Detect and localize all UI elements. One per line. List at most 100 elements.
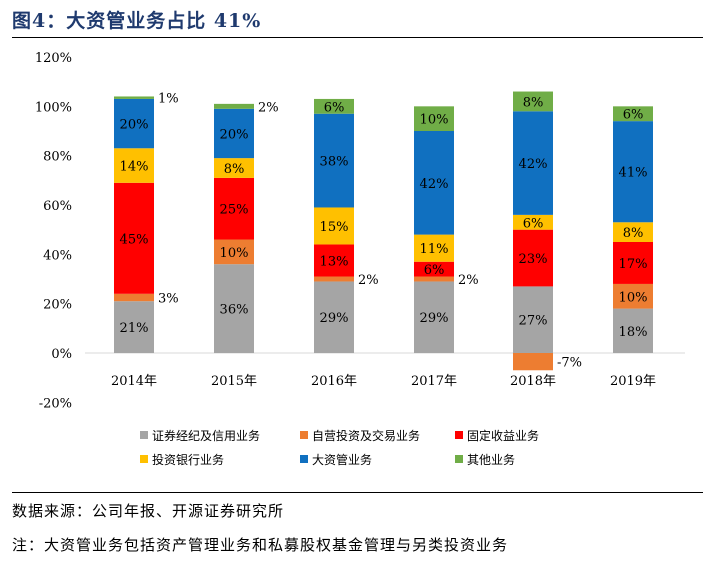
x-tick-label: 2017年 — [411, 374, 457, 389]
data-label: 20% — [220, 127, 249, 142]
x-tick-label: 2018年 — [510, 374, 556, 389]
bar-segment — [314, 113, 354, 208]
bar-segment — [114, 148, 154, 183]
data-label: 11% — [420, 242, 449, 257]
x-tick-label: 2015年 — [211, 374, 257, 389]
bar-segment — [613, 121, 653, 223]
y-tick-label: 80% — [43, 150, 72, 165]
bar-segment — [114, 96, 154, 99]
data-label: 1% — [158, 92, 179, 107]
figure-title: 图4：大资管业务占比 41% — [12, 10, 262, 32]
footnote: 注：大资管业务包括资产管理业务和私募股权基金管理与另类投资业务 — [12, 536, 509, 554]
data-label: 23% — [519, 252, 548, 267]
bar-segment — [414, 106, 454, 131]
legend-swatch — [140, 431, 148, 439]
bar-segment — [214, 158, 254, 178]
legend-label: 固定收益业务 — [467, 428, 539, 443]
legend-label: 自营投资及交易业务 — [312, 428, 420, 443]
legend-swatch — [455, 455, 463, 463]
bar-segment — [513, 286, 553, 353]
bar-segment — [314, 276, 354, 282]
data-label: 29% — [420, 311, 449, 326]
y-tick-label: 40% — [43, 248, 72, 263]
bar-segment — [613, 106, 653, 122]
data-label: 10% — [420, 113, 449, 128]
bar-segment — [314, 207, 354, 245]
legend-swatch — [300, 455, 308, 463]
data-label: 38% — [320, 155, 349, 170]
legend-swatch — [300, 431, 308, 439]
y-tick-label: 120% — [35, 51, 72, 66]
bar-segment — [513, 229, 553, 287]
data-label: 8% — [523, 95, 544, 110]
data-label: 21% — [120, 321, 149, 336]
bar-segment — [114, 293, 154, 302]
bar-segment — [613, 242, 653, 284]
bar-segment — [414, 281, 454, 353]
legend-swatch — [455, 431, 463, 439]
bar-segment — [314, 281, 354, 353]
y-tick-label: 0% — [51, 347, 72, 362]
data-label: 2% — [258, 100, 279, 115]
bar-segment — [214, 103, 254, 109]
bar-segment — [414, 261, 454, 277]
footer-divider — [12, 492, 703, 493]
data-label: 42% — [420, 177, 449, 192]
y-tick-label: 60% — [43, 199, 72, 214]
bar-segment — [114, 98, 154, 149]
data-label: 42% — [519, 157, 548, 172]
bar-segment — [214, 177, 254, 240]
stacked-bar-chart: -20% 0% 20% 40% 60% 80% 100% 120% 21% 3% 45% 14% 20%… — [35, 51, 685, 467]
x-tick-label: 2016年 — [311, 374, 357, 389]
data-label: 8% — [623, 226, 644, 241]
data-label: 36% — [220, 303, 249, 318]
legend-label: 证券经纪及信用业务 — [152, 428, 260, 443]
data-label: 6% — [523, 216, 544, 231]
data-label: -7% — [557, 356, 582, 371]
data-label: 15% — [320, 220, 349, 235]
legend-swatch — [140, 455, 148, 463]
y-tick-label: 20% — [43, 298, 72, 313]
data-label: 10% — [220, 246, 249, 261]
data-label: 14% — [120, 160, 149, 175]
data-label: 13% — [320, 255, 349, 270]
y-tick-label: -20% — [39, 396, 72, 411]
data-label: 17% — [619, 257, 648, 272]
data-label: 25% — [220, 203, 249, 218]
legend-label: 大资管业务 — [312, 452, 372, 467]
data-label: 27% — [519, 314, 548, 329]
bar-segment — [513, 214, 553, 230]
source-note: 数据来源：公司年报、开源证券研究所 — [12, 502, 285, 520]
x-tick-label: 2019年 — [610, 374, 656, 389]
title-divider — [12, 37, 703, 38]
data-label: 45% — [120, 232, 149, 247]
bar-segment — [613, 283, 653, 309]
data-label: 2% — [458, 273, 479, 288]
bar-segment — [513, 111, 553, 215]
bar-segment — [513, 353, 553, 371]
bar-segment — [214, 264, 254, 353]
data-label: 6% — [424, 263, 445, 278]
y-tick-label: 100% — [35, 100, 72, 115]
bar-segment — [613, 222, 653, 242]
data-label: 3% — [158, 292, 179, 307]
data-label: 18% — [619, 325, 648, 340]
x-tick-label: 2014年 — [111, 374, 157, 389]
bar-segment — [314, 244, 354, 277]
data-label: 2% — [358, 273, 379, 288]
bar-segment — [214, 108, 254, 159]
data-label: 6% — [623, 108, 644, 123]
data-label: 8% — [224, 162, 245, 177]
bar-segment — [513, 91, 553, 112]
bar-segment — [414, 131, 454, 235]
data-label: 29% — [320, 311, 349, 326]
data-label: 20% — [120, 118, 149, 133]
legend-label: 其他业务 — [467, 452, 515, 467]
bar-segment — [114, 301, 154, 353]
data-label: 6% — [324, 100, 345, 115]
bar-segment — [613, 308, 653, 353]
data-label: 10% — [619, 290, 648, 305]
legend-label: 投资银行业务 — [152, 452, 224, 467]
bar-segment — [114, 182, 154, 294]
bar-segment — [314, 98, 354, 114]
